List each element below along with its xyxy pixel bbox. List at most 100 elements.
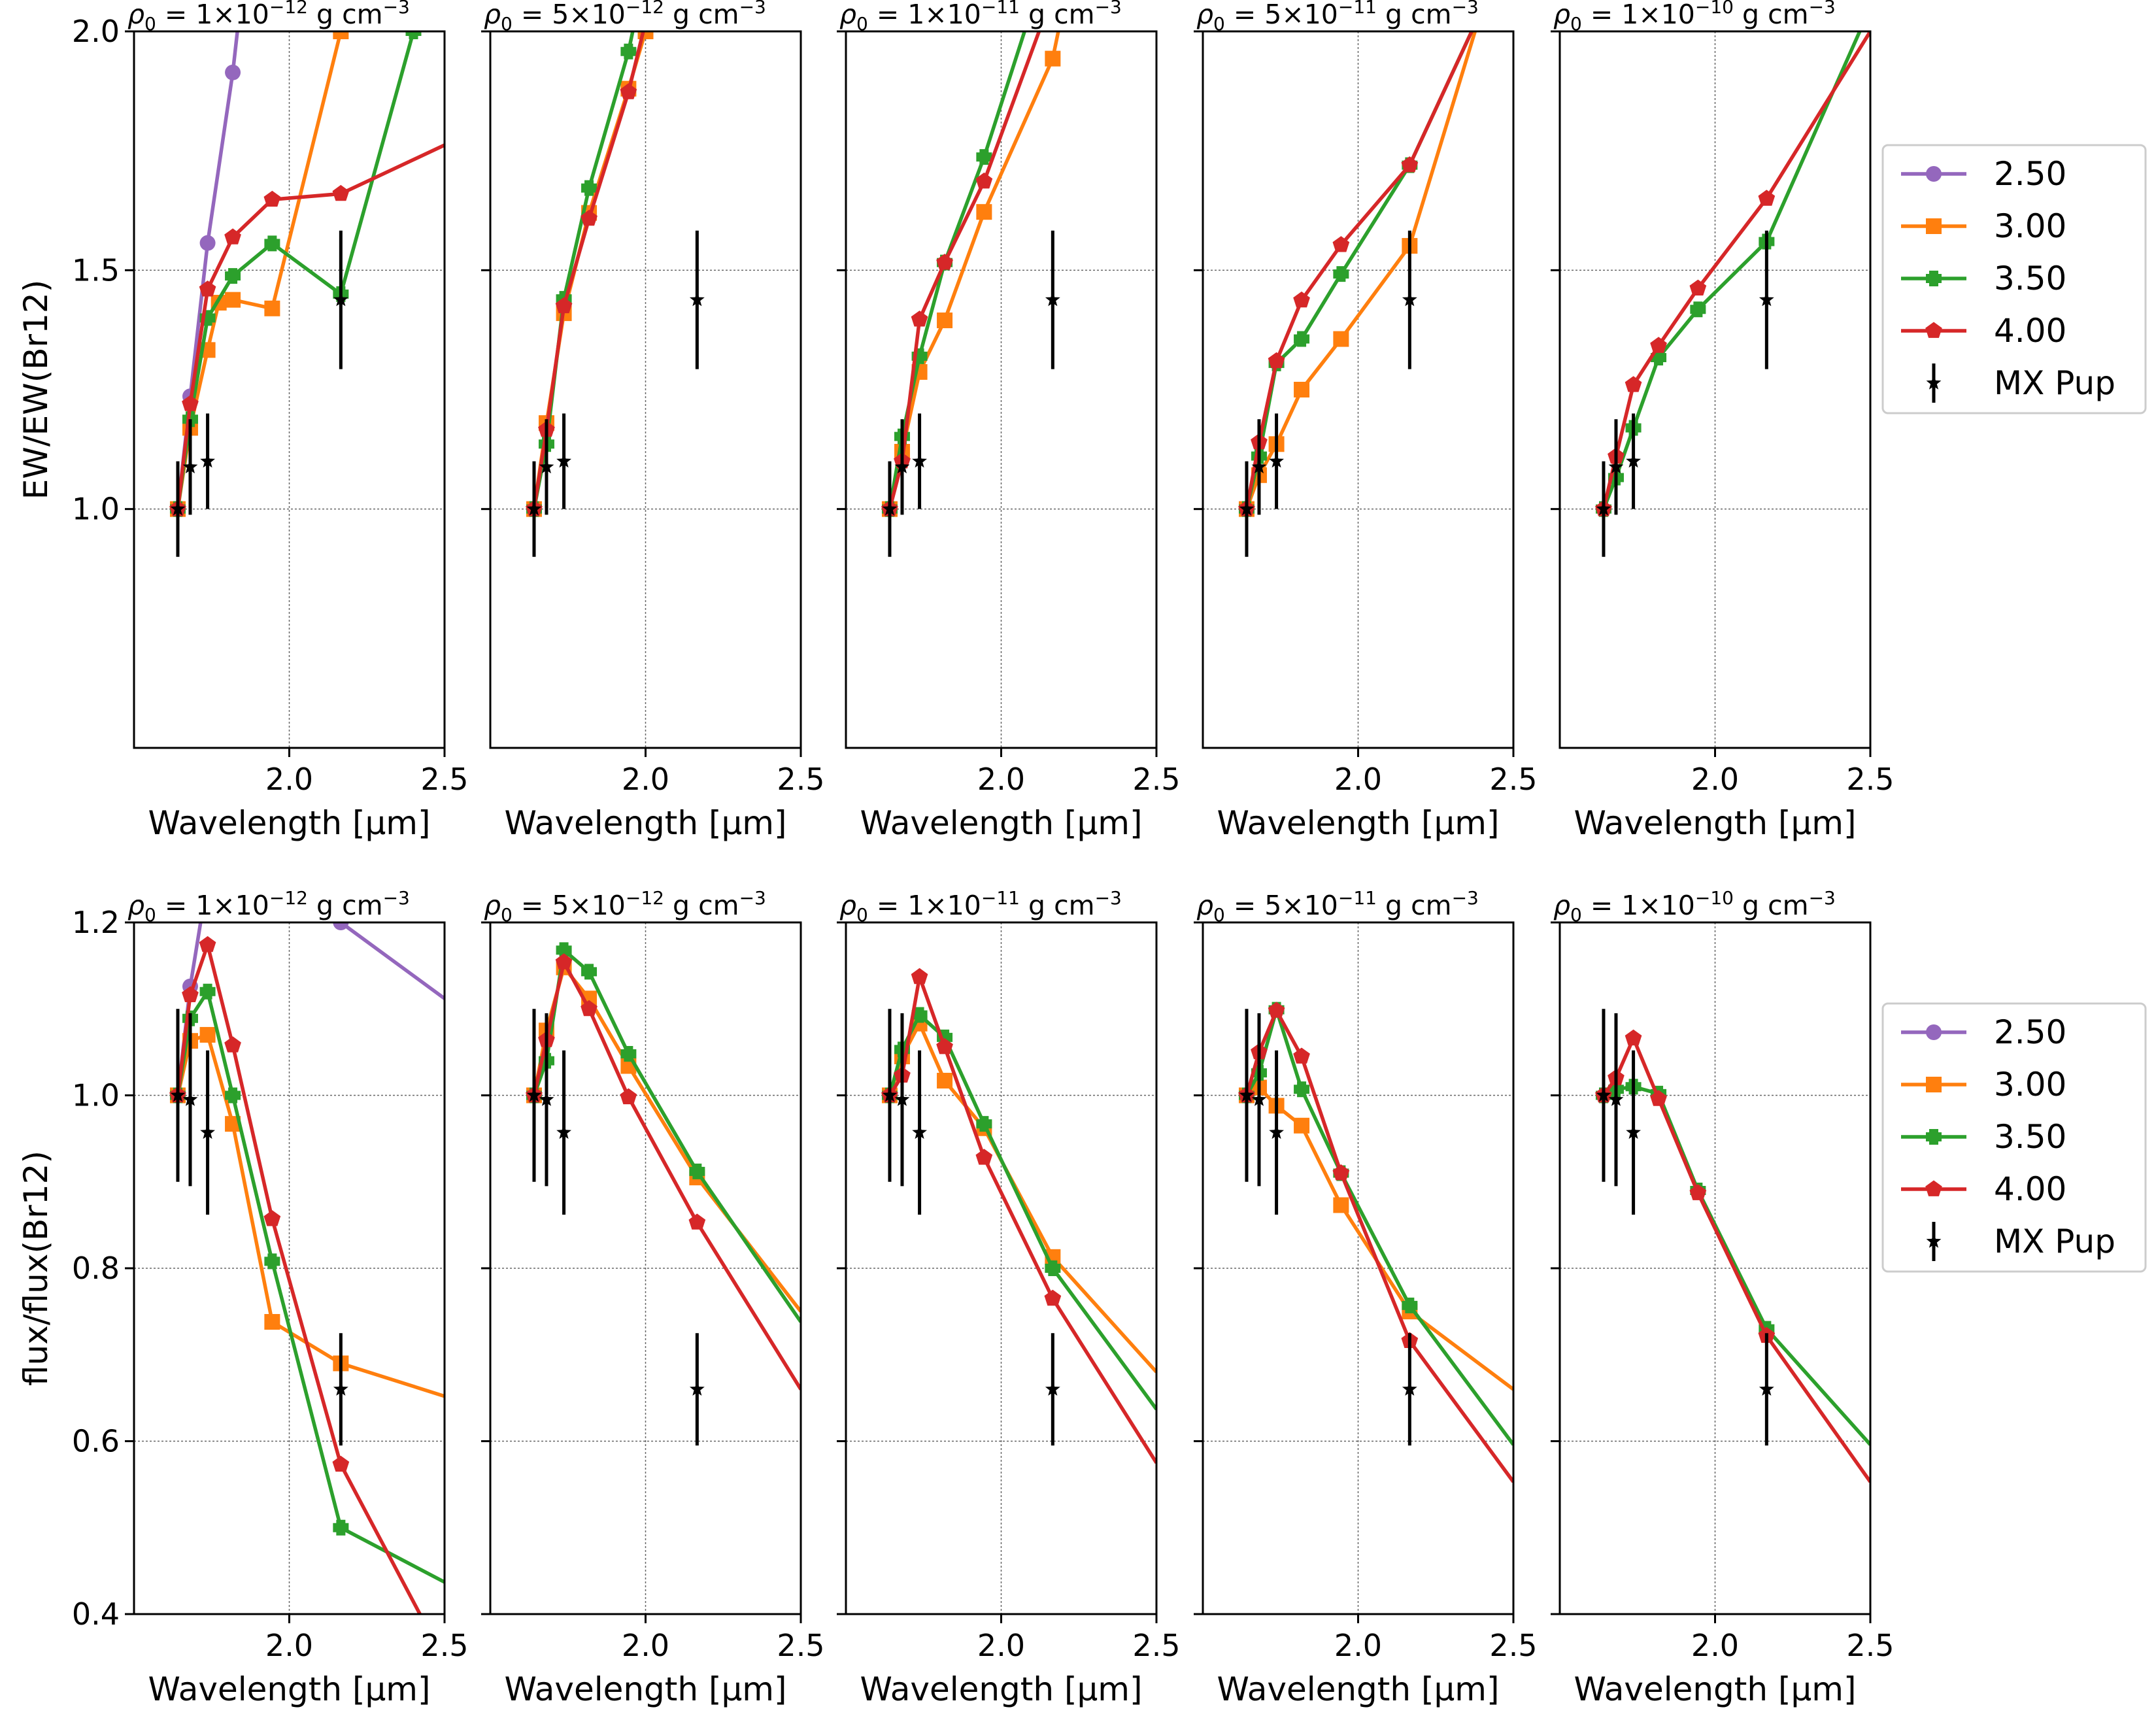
legend-marker-icon	[1926, 166, 1942, 182]
series-3.00-line	[532, 966, 801, 1313]
legend-1: 2.50 3.00 3.50 4.00 MX Pup	[1881, 144, 2147, 414]
plot-area	[881, 31, 1061, 557]
series-3.50-line	[1245, 1007, 1513, 1446]
plot-area	[526, 31, 705, 557]
observed-point	[882, 501, 898, 516]
series-4.00-point	[1689, 279, 1707, 295]
title-part: g cm	[664, 890, 739, 921]
observed-point	[1759, 292, 1774, 307]
observed-point	[200, 453, 215, 468]
series-3.00-point	[1333, 331, 1349, 347]
title-part: = 1×10	[1582, 0, 1695, 30]
plot-area	[526, 942, 801, 1446]
series-3.50-line	[176, 990, 445, 1584]
panel-1-2: 2.0 2.5 Wavelength [μm] ρ0 = 5×10−12 g cm−3	[481, 0, 825, 842]
legend-item: 3.50	[1901, 260, 2066, 297]
title-part: = 1×10	[1582, 890, 1695, 921]
title-part: 0	[144, 904, 156, 926]
series-4.00-point	[1332, 1164, 1350, 1181]
legend-item: 3.00	[1901, 1066, 2066, 1104]
title-part: −11	[1338, 0, 1377, 18]
title-part: = 1×10	[868, 890, 981, 921]
legend-marker-icon	[1926, 218, 1942, 234]
series-4.00-point	[936, 1037, 953, 1054]
title-part: 0	[856, 13, 868, 35]
panel-2-4: 2.0 2.5 Wavelength [μm] ρ0 = 5×10−11 g cm−3	[1194, 887, 1538, 1708]
x-tick-label: 2.0	[1691, 1628, 1739, 1663]
panel-title: ρ0 = 5×10−11 g cm−3	[1196, 0, 1479, 35]
title-part: −11	[981, 0, 1020, 18]
title-part: = 5×10	[513, 890, 626, 921]
x-tick-label: 2.0	[1691, 762, 1739, 797]
series-4.00-point	[1758, 190, 1776, 206]
title-part: −3	[383, 887, 410, 909]
observed-point	[556, 453, 571, 468]
x-tick-label: 2.0	[265, 762, 313, 797]
legend-2: 2.50 3.00 3.50 4.00 MX Pup	[1881, 1002, 2147, 1273]
plot-area	[1595, 1009, 1870, 1483]
y-tick-label: 1.0	[72, 1078, 120, 1113]
panel-title: ρ0 = 1×10−12 g cm−3	[127, 887, 410, 926]
y-tick-label: 0.6	[72, 1424, 120, 1459]
x-tick-label: 2.0	[265, 1628, 313, 1663]
series-4.00-point	[1689, 1184, 1707, 1200]
x-axis-label: Wavelength [μm]	[148, 804, 430, 842]
observed-point	[689, 1381, 705, 1396]
title-part: −11	[1338, 887, 1377, 909]
series-4.00-point	[911, 311, 928, 327]
title-part: g cm	[1020, 0, 1095, 30]
x-tick-label: 2.0	[1334, 762, 1382, 797]
series-3.00-point	[333, 31, 349, 39]
title-part: = 5×10	[1225, 890, 1338, 921]
title-part: ρ	[127, 0, 144, 30]
series-3.50-point	[556, 942, 572, 958]
y-axis-label: flux/flux(Br12)	[17, 1151, 55, 1386]
title-part: −12	[269, 887, 308, 909]
legend-label: 3.00	[1994, 207, 2066, 245]
observed-point	[1269, 1124, 1284, 1139]
title-part: 0	[501, 13, 513, 35]
observed-point	[1596, 1087, 1611, 1102]
series-4.00-point	[263, 1210, 281, 1226]
observed-point	[1045, 292, 1060, 307]
title-part: ρ	[1553, 0, 1570, 30]
series-4.00-point	[688, 1213, 706, 1230]
x-tick-label: 2.5	[777, 762, 824, 797]
legend-label: 4.00	[1994, 1170, 2066, 1208]
x-axis-label: Wavelength [μm]	[1574, 804, 1856, 842]
series-3.50-point	[976, 149, 992, 165]
title-part: −3	[739, 0, 766, 18]
series-3.00-point	[1294, 1117, 1310, 1134]
panel-title: ρ0 = 5×10−12 g cm−3	[484, 887, 766, 926]
title-part: ρ	[1553, 890, 1570, 921]
title-part: −3	[739, 887, 766, 909]
title-part: = 1×10	[156, 890, 269, 921]
title-part: 0	[144, 13, 156, 35]
series-3.50-point	[1294, 1081, 1310, 1098]
plot-area	[881, 968, 1156, 1464]
series-3.50-line	[888, 1013, 1156, 1411]
y-tick-label: 0.8	[72, 1251, 120, 1286]
observed-point	[882, 1087, 898, 1102]
title-part: −12	[269, 0, 308, 18]
series-3.50-line	[1602, 31, 1862, 510]
x-tick-label: 2.0	[977, 1628, 1025, 1663]
legend-star-icon	[1926, 1234, 1942, 1248]
panel-2-2: 2.0 2.5 Wavelength [μm] ρ0 = 5×10−12 g cm−3	[481, 887, 825, 1708]
title-part: −12	[626, 887, 664, 909]
series-3.00-point	[264, 1313, 280, 1330]
observed-point	[894, 1092, 910, 1106]
series-3.50-point	[1045, 1260, 1061, 1276]
series-3.00-line	[888, 1021, 1156, 1374]
series-3.50-point	[333, 1519, 349, 1536]
panel-title: ρ0 = 1×10−11 g cm−3	[839, 887, 1122, 926]
observed-point	[539, 459, 554, 474]
series-3.50-point	[264, 1253, 280, 1270]
title-part: 0	[1570, 13, 1582, 35]
series-3.50-point	[225, 1087, 241, 1104]
x-axis-label: Wavelength [μm]	[1217, 804, 1499, 842]
legend-marker-icon	[1926, 271, 1942, 286]
x-tick-label: 2.5	[1132, 762, 1180, 797]
legend-item: 3.00	[1901, 207, 2066, 245]
